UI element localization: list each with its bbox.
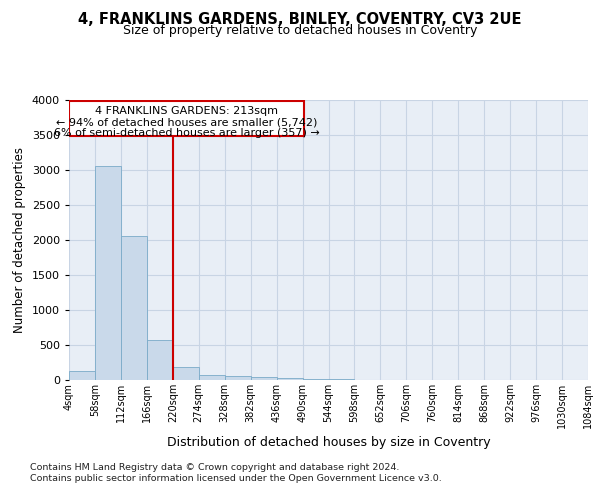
Text: Contains public sector information licensed under the Open Government Licence v3: Contains public sector information licen… (30, 474, 442, 483)
X-axis label: Distribution of detached houses by size in Coventry: Distribution of detached houses by size … (167, 436, 490, 450)
Bar (173, 367, 199, 380)
Bar (147, 340, 173, 380)
Bar (121, 236, 147, 380)
Bar (95, 166, 121, 380)
Text: 4, FRANKLINS GARDENS, BINLEY, COVENTRY, CV3 2UE: 4, FRANKLINS GARDENS, BINLEY, COVENTRY, … (78, 12, 522, 28)
Text: Contains HM Land Registry data © Crown copyright and database right 2024.: Contains HM Land Registry data © Crown c… (30, 462, 400, 471)
Text: 6% of semi-detached houses are larger (357) →: 6% of semi-detached houses are larger (3… (54, 128, 320, 138)
Bar (70, 100, 304, 136)
Bar (199, 375, 224, 380)
Bar (251, 376, 277, 380)
Bar (69, 371, 95, 380)
Bar (225, 376, 251, 380)
Bar (302, 379, 329, 380)
Text: 4 FRANKLINS GARDENS: 213sqm: 4 FRANKLINS GARDENS: 213sqm (95, 106, 278, 117)
Text: Size of property relative to detached houses in Coventry: Size of property relative to detached ho… (123, 24, 477, 37)
Y-axis label: Number of detached properties: Number of detached properties (13, 147, 26, 333)
Text: ← 94% of detached houses are smaller (5,742): ← 94% of detached houses are smaller (5,… (56, 117, 317, 127)
Bar (277, 378, 302, 380)
